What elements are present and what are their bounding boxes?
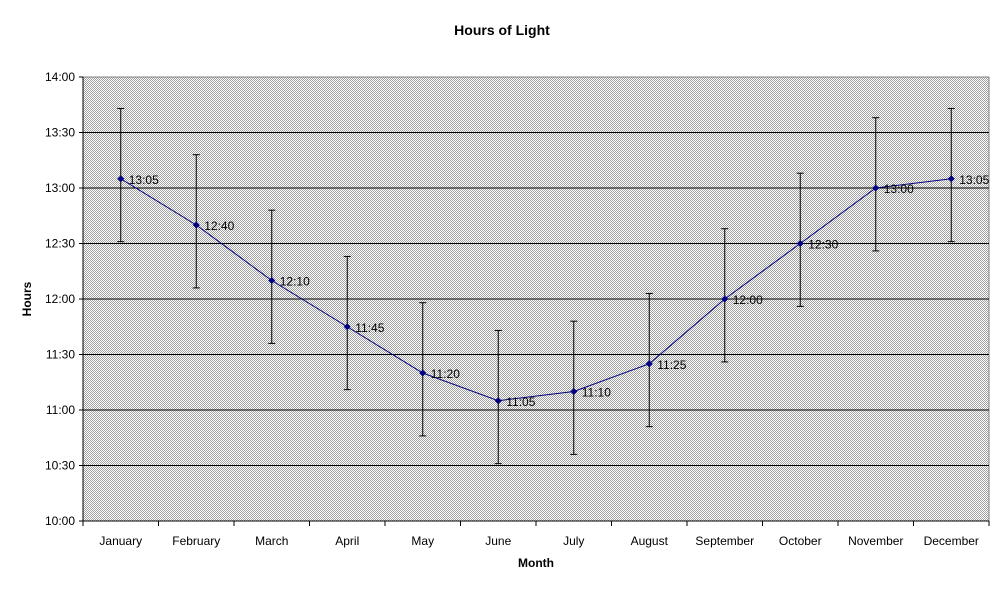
data-label: 11:45 [355,321,384,335]
data-point [494,397,502,405]
data-point [419,369,427,377]
data-label: 13:00 [884,182,914,196]
y-tick-label: 10:30 [45,459,75,473]
x-tick-label: February [172,534,220,548]
data-point [570,387,578,396]
data-label: 12:10 [280,275,310,289]
x-tick-label: July [563,534,584,548]
data-label: 11:20 [431,367,460,381]
data-point [721,295,729,303]
y-axis-title: Hours [20,281,34,316]
y-tick-label: 12:00 [45,292,75,306]
data-point [872,184,880,192]
x-tick-label: December [924,534,979,548]
y-tick-label: 13:30 [45,126,75,140]
x-tick-label: November [848,534,903,548]
data-point [192,221,200,229]
x-tick-label: August [631,534,669,548]
data-label: 11:10 [582,386,611,400]
y-tick-label: 11:30 [46,348,75,362]
data-label: 12:40 [204,219,234,233]
y-tick-label: 12:30 [45,237,75,251]
x-tick-label: January [99,534,142,548]
x-tick-label: April [335,534,359,548]
data-point [117,175,125,183]
x-tick-label: March [255,534,288,548]
y-tick-label: 14:00 [45,70,75,84]
data-label: 13:05 [959,173,989,187]
x-tick-label: May [411,534,434,548]
data-label: 13:05 [129,173,159,187]
x-tick-label: October [779,534,822,548]
x-axis-title: Month [518,556,554,570]
data-label: 12:00 [733,293,763,307]
x-tick-label: September [695,534,754,548]
data-point [796,239,804,248]
series-line [120,178,952,402]
data-label: 12:30 [808,238,838,252]
y-tick-label: 11:00 [46,403,75,417]
data-point [645,360,653,368]
y-tick-label: 13:00 [45,181,75,195]
data-point [947,175,955,183]
data-label: 11:25 [657,358,686,372]
chart-title: Hours of Light [454,22,550,38]
data-label: 11:05 [506,395,535,409]
data-point [268,276,276,285]
x-tick-label: June [485,534,511,548]
y-tick-label: 10:00 [45,514,75,528]
data-point [343,323,351,331]
